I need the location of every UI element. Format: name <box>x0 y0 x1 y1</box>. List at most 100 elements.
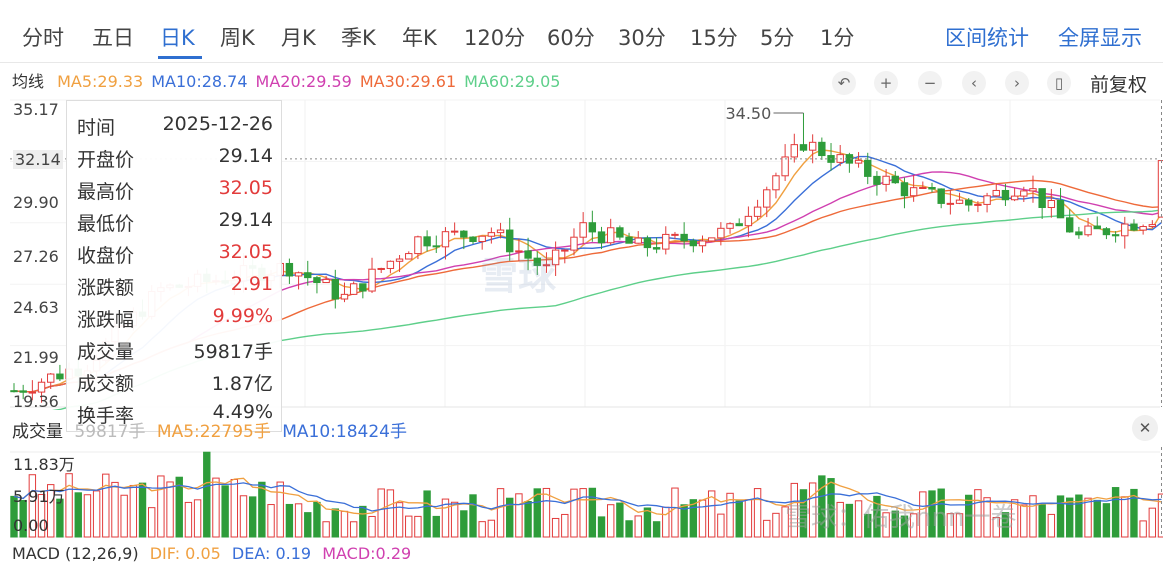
chevron-left-icon[interactable]: ‹ <box>962 71 986 95</box>
volume-bar-18 <box>175 476 183 538</box>
volume-bar-52 <box>487 519 496 538</box>
candle-body-96 <box>891 175 899 184</box>
tab-2[interactable]: 日K <box>160 26 195 50</box>
volume-bar-84 <box>781 506 789 538</box>
volume-bar-78 <box>726 492 734 538</box>
candle-body-58 <box>542 264 551 267</box>
candle-body-122 <box>1130 223 1138 231</box>
volume-value: 59817手 <box>74 422 146 442</box>
candle-body-4 <box>47 373 55 383</box>
volume-bar-62 <box>579 488 587 538</box>
zoom-in-icon[interactable]: + <box>874 71 898 95</box>
candle-body-115 <box>1066 217 1074 233</box>
candle-body-70 <box>652 247 661 250</box>
candle-body-111 <box>1029 188 1037 192</box>
tab-1[interactable]: 五日 <box>92 26 134 50</box>
watermark-text: 雪球：佑我nnn一卷 <box>785 503 1017 533</box>
price-tick-6: 19.36 <box>13 392 59 411</box>
chevron-right-icon[interactable]: › <box>1005 71 1029 95</box>
candle-body-75 <box>698 240 707 247</box>
volume-bar-22 <box>212 477 220 538</box>
tab-4[interactable]: 月K <box>281 26 316 50</box>
tooltip-value: 29.14 <box>218 209 273 231</box>
candle-body-125 <box>1157 160 1163 218</box>
candle-body-5 <box>56 373 64 380</box>
volume-bar-112 <box>1038 504 1046 538</box>
candle-body-120 <box>1111 234 1120 237</box>
tab-9[interactable]: 30分 <box>618 26 666 50</box>
candle-body-62 <box>579 222 587 238</box>
tab-0[interactable]: 分时 <box>22 26 64 50</box>
volume-bar-72 <box>671 487 679 538</box>
volume-bar-20 <box>193 499 202 538</box>
volume-bar-69 <box>643 507 652 538</box>
volume-bar-94 <box>873 495 881 538</box>
candle-body-118 <box>1093 225 1101 230</box>
zoom-out-icon[interactable]: − <box>918 71 942 95</box>
candle-body-72 <box>671 233 679 236</box>
adjust-mode-select[interactable]: 前复权 <box>1090 74 1148 96</box>
candle-body-35 <box>331 278 340 300</box>
volume-bar-45 <box>423 490 431 538</box>
volume-bar-99 <box>919 491 927 538</box>
candle-icon[interactable]: ▯ <box>1047 71 1071 95</box>
tab-5[interactable]: 季K <box>341 26 376 50</box>
tab-11[interactable]: 5分 <box>760 26 795 50</box>
tab-10[interactable]: 15分 <box>690 26 738 50</box>
volume-bar-68 <box>634 515 642 538</box>
tab-12[interactable]: 1分 <box>820 26 855 50</box>
volume-bar-107 <box>992 517 1000 538</box>
candle-body-104 <box>965 199 973 206</box>
volume-title: 成交量 <box>12 422 63 442</box>
volume-bar-105 <box>974 489 982 538</box>
volume-bar-116 <box>1075 494 1083 538</box>
candle-body-83 <box>772 175 780 191</box>
volume-bar-104 <box>965 494 973 538</box>
close-volume-panel-icon[interactable]: ✕ <box>1132 415 1158 441</box>
candle-body-124 <box>1148 224 1157 228</box>
volume-bar-23 <box>221 485 229 538</box>
tooltip-value: 29.14 <box>218 145 273 167</box>
volume-bar-93 <box>864 513 872 538</box>
volume-bar-40 <box>377 488 385 538</box>
candle-body-116 <box>1075 231 1083 236</box>
macd-dea: DEA: 0.19 <box>231 544 312 563</box>
price-tick-5: 21.99 <box>13 348 59 367</box>
tab-8[interactable]: 60分 <box>547 26 595 50</box>
volume-bar-65 <box>607 504 615 538</box>
candle-body-2 <box>28 391 37 394</box>
candle-body-0 <box>10 390 18 393</box>
range-stats-button[interactable]: 区间统计 <box>945 26 1029 50</box>
candle-body-95 <box>882 175 890 185</box>
ma-legend-title: 均线 <box>12 72 45 91</box>
volume-bar-30 <box>285 503 294 538</box>
candle-body-86 <box>799 144 808 151</box>
price-tick-2: 29.90 <box>13 193 59 212</box>
volume-bar-27 <box>258 481 266 538</box>
volume-bar-110 <box>1020 504 1028 538</box>
tab-3[interactable]: 周K <box>220 26 255 50</box>
volume-bar-43 <box>405 515 413 538</box>
candle-body-88 <box>818 141 826 157</box>
volume-bar-2 <box>28 474 37 538</box>
volume-bar-90 <box>836 501 844 538</box>
volume-bar-8 <box>83 494 92 538</box>
volume-bar-76 <box>707 490 716 538</box>
candle-body-60 <box>561 249 569 252</box>
volume-bar-71 <box>662 506 670 538</box>
tab-6[interactable]: 年K <box>402 26 437 50</box>
candle-body-33 <box>313 277 321 284</box>
volume-bar-3 <box>37 493 46 538</box>
volume-bar-73 <box>680 504 688 538</box>
volume-ma-10 <box>13 482 1162 512</box>
volume-bar-63 <box>588 487 597 538</box>
volume-ma5: MA5:22795手 <box>156 422 271 442</box>
volume-bar-98 <box>909 513 918 538</box>
undo-icon[interactable]: ↶ <box>832 71 856 95</box>
volume-bar-92 <box>854 500 863 538</box>
tab-7[interactable]: 120分 <box>464 26 526 50</box>
candle-body-113 <box>1047 199 1056 209</box>
volume-bar-96 <box>891 510 899 538</box>
fullscreen-button[interactable]: 全屏显示 <box>1058 26 1142 50</box>
candle-body-98 <box>909 187 918 197</box>
